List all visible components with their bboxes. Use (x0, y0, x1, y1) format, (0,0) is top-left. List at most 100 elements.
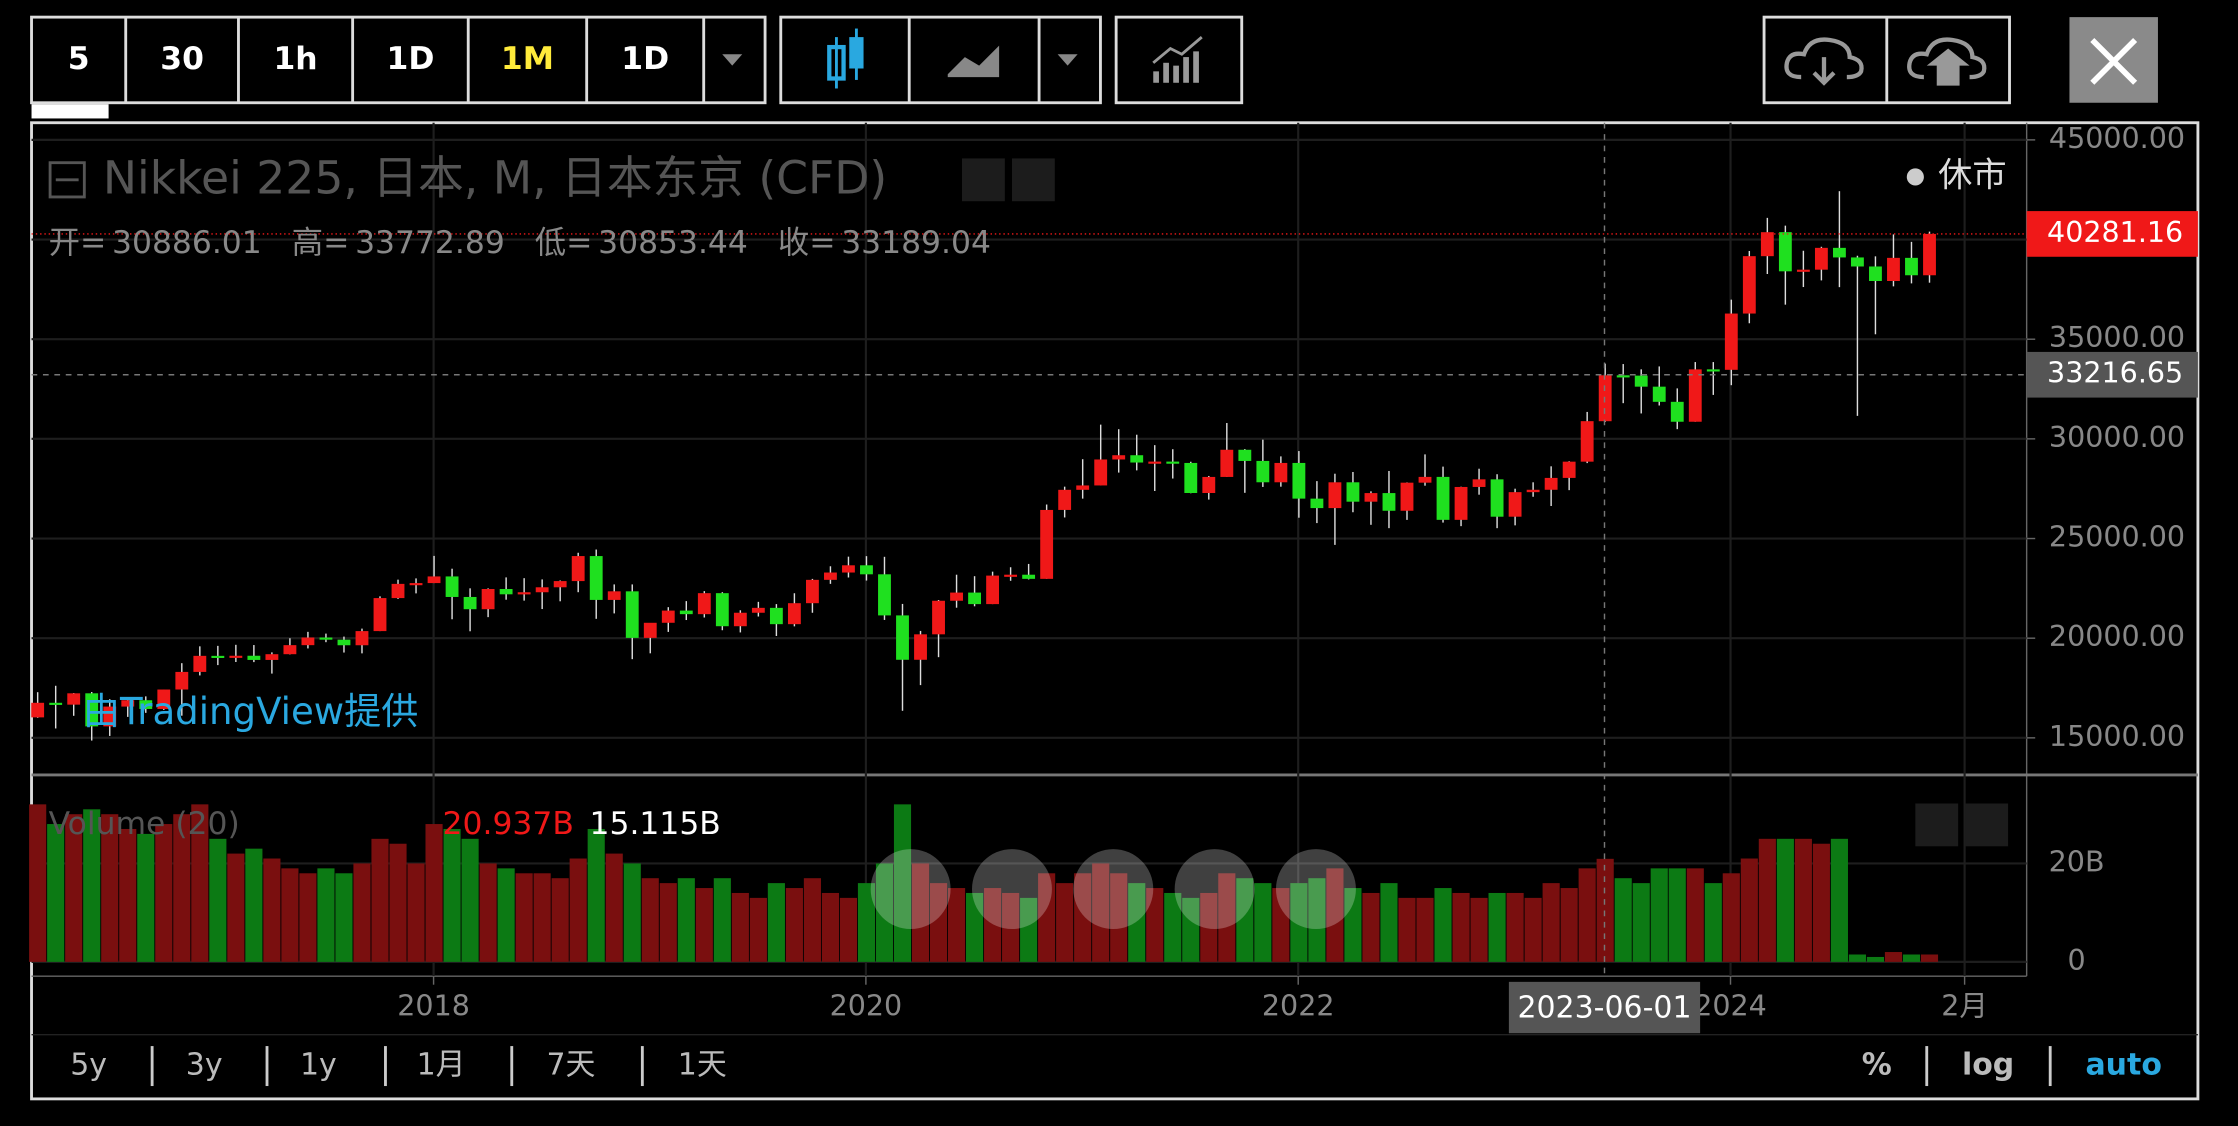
volume-bar (1848, 954, 1866, 962)
scale-button[interactable]: log (1962, 1048, 2014, 1083)
volume-bar (137, 833, 155, 962)
candle-body (842, 565, 855, 573)
settings-button[interactable] (1011, 158, 1055, 202)
volume-bar (1254, 883, 1272, 962)
style-group (779, 15, 1102, 105)
volume-bar (1524, 897, 1542, 962)
interval-label: 1h (273, 41, 317, 77)
volume-bar (155, 824, 173, 962)
candle-body (824, 572, 837, 580)
volume-bar (1452, 892, 1470, 962)
labels: Nikkei 225, 日本, M, 日本东京 (CFD) 休市 开= 30886… (48, 122, 2198, 1034)
move-up-button[interactable] (1915, 803, 1959, 847)
volume-bar (713, 878, 731, 962)
x-tick-label: 2月 (1941, 990, 1988, 1023)
cloud-download-button[interactable] (1784, 37, 1864, 80)
candle-body (157, 689, 171, 709)
candle-body (1058, 489, 1072, 510)
volume-bar (1182, 897, 1200, 962)
indicators-button[interactable] (1114, 15, 1244, 105)
candle-body (1400, 482, 1414, 511)
zoom-out-button[interactable] (972, 849, 1052, 930)
volume-bar (65, 814, 83, 962)
interval-dropdown[interactable] (722, 54, 743, 66)
candle-body (463, 596, 477, 610)
range-button[interactable]: 1y (300, 1048, 337, 1083)
volume-bar (893, 804, 912, 962)
collapse-icon[interactable] (48, 161, 86, 199)
volume-tick-label: 20B (2049, 845, 2105, 878)
candle-body (265, 654, 279, 660)
volume-bar (83, 809, 101, 962)
volume-bar (1704, 883, 1722, 962)
market-status: 休市 (1938, 155, 2007, 195)
ohlc-label: 低= (535, 225, 593, 261)
candle-body (1508, 492, 1522, 517)
range-button[interactable]: 3y (186, 1048, 223, 1083)
area-style-button[interactable] (947, 45, 1000, 78)
volume-tick-label: 0 (2068, 944, 2086, 977)
volume-bar (911, 863, 930, 962)
scale-button[interactable]: auto (2085, 1048, 2161, 1083)
range-button[interactable]: 5y (70, 1048, 107, 1083)
volume-bar (1758, 838, 1776, 962)
volume-bar (389, 843, 407, 962)
volume-bar (317, 868, 335, 962)
volume-bar (1902, 954, 1921, 962)
eye-button[interactable] (962, 158, 1005, 202)
range-button[interactable]: 1月 (417, 1048, 466, 1083)
scroll-left-button[interactable] (870, 849, 951, 930)
ohlc-value: 33189.04 (841, 225, 991, 261)
x-tick-label: 2018 (397, 990, 470, 1023)
volume-bar (749, 897, 767, 962)
credit[interactable]: 由TradingView提供 (83, 690, 418, 733)
volume-bar (29, 804, 47, 962)
volume-bar (191, 804, 209, 962)
candle-style-button[interactable] (827, 28, 864, 89)
candle-body (643, 622, 657, 638)
volume-value: 20.937B (443, 806, 574, 842)
zoom-in-button[interactable] (1174, 849, 1255, 930)
y-tick-label: 45000.00 (2049, 122, 2185, 155)
interval-group (30, 15, 767, 105)
status-dot (1906, 168, 1924, 186)
candle-body (589, 556, 603, 600)
y-tick-label: 35000.00 (2049, 321, 2185, 354)
volume-bar (1488, 892, 1506, 962)
candle-body (1544, 477, 1558, 490)
candle-body (878, 574, 891, 616)
reset-button[interactable] (1073, 849, 1154, 930)
candle-body (860, 565, 873, 575)
cloud-upload-button[interactable] (1907, 37, 1987, 80)
candle-body (355, 631, 369, 646)
candle-body (1130, 455, 1144, 463)
candle-body (914, 634, 927, 660)
scroll-right-button[interactable] (1275, 849, 1356, 930)
interval-label: 30 (160, 41, 204, 77)
candle-body (751, 607, 765, 613)
candle-body (1184, 462, 1198, 494)
volume-bar (1056, 883, 1074, 962)
style-dropdown[interactable] (1057, 54, 1078, 66)
x-tick-label: 2024 (1694, 990, 1767, 1023)
candle-body (337, 639, 351, 646)
volume-bar (443, 828, 461, 962)
candle-body (1814, 247, 1828, 270)
range-button[interactable]: 7天 (546, 1048, 595, 1083)
volume-bar (1236, 878, 1254, 962)
range-button[interactable]: 1天 (678, 1048, 727, 1083)
volume-bar (1416, 897, 1434, 962)
resize-button[interactable] (1965, 803, 2009, 847)
candle-body (968, 592, 981, 605)
candle-body (283, 645, 297, 655)
scale-button[interactable]: % (1862, 1048, 1892, 1083)
candle-body (697, 593, 711, 615)
candle-body (409, 583, 423, 586)
volume-bar (1326, 868, 1344, 962)
interval-label: 1D (621, 41, 669, 77)
crosshair-date-tag (1508, 981, 1701, 1034)
upload-arrow (1926, 48, 1970, 86)
candle-body (625, 591, 639, 638)
